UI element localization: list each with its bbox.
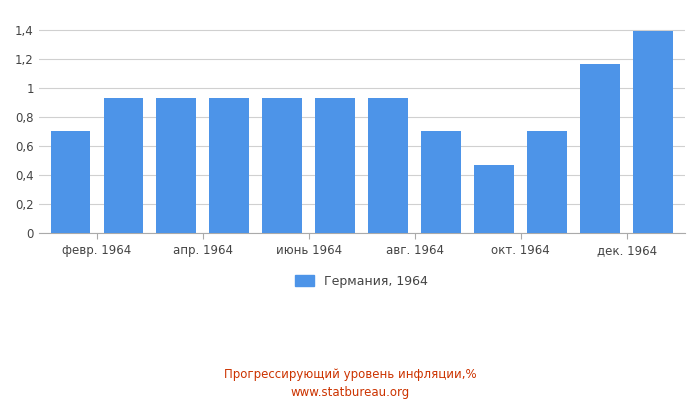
Bar [634,31,673,233]
Bar [50,131,90,233]
Bar [157,98,196,233]
Bar [316,98,355,233]
Bar [104,98,144,233]
Bar [209,98,249,233]
Bar [368,98,408,233]
Bar [580,64,620,233]
Text: Прогрессирующий уровень инфляции,%: Прогрессирующий уровень инфляции,% [224,368,476,381]
Text: www.statbureau.org: www.statbureau.org [290,386,410,399]
Bar [475,165,514,233]
Legend: Германия, 1964: Германия, 1964 [295,275,428,288]
Bar [262,98,302,233]
Bar [421,131,461,233]
Bar [527,131,567,233]
